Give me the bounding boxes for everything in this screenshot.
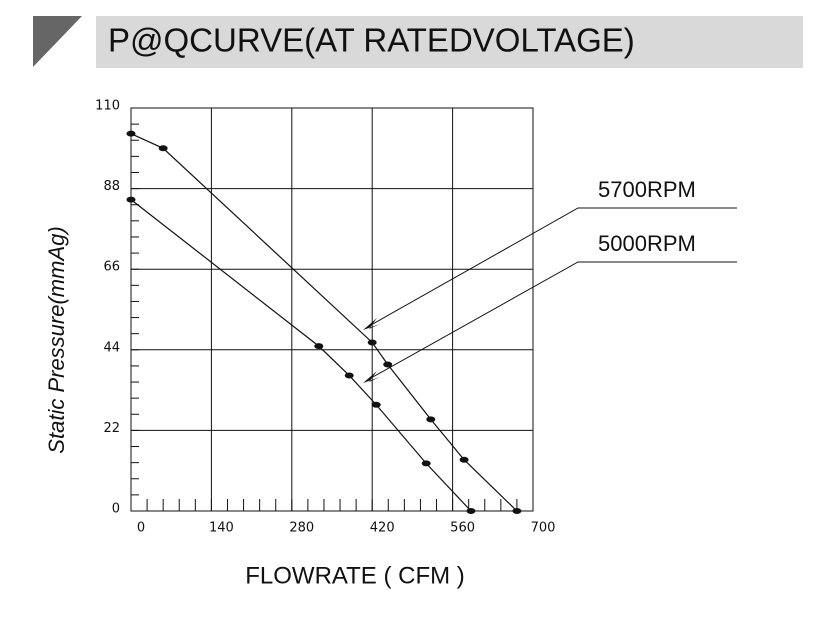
y-axis-label: Static Pressure(mmAg) [44,226,69,453]
data-point [371,401,381,408]
data-point [158,145,168,152]
data-point [344,372,354,379]
data-point [383,361,393,368]
series-line [130,199,472,512]
leader-line [370,261,737,379]
y-tick-label: 66 [103,260,120,275]
y-tick-label: 22 [103,421,120,436]
leader-line [370,207,737,326]
header-bar [96,16,803,68]
x-tick-label: 420 [370,521,395,536]
x-tick-label: 280 [289,521,314,536]
legend-label: 5000RPM [598,231,696,256]
x-tick-label: 140 [209,521,234,536]
data-point [466,508,476,514]
chart-title: P@QCURVE(AT RATEDVOLTAGE) [108,22,635,59]
legend-label: 5700RPM [598,177,696,202]
data-point [126,196,136,203]
x-tick-label: 560 [450,521,475,536]
y-tick-label: 0 [112,502,120,517]
x-axis-label: FLOWRATE ( CFM ) [245,562,465,589]
data-point [459,456,469,463]
x-tick-label: 700 [531,521,556,536]
y-tick-label: 44 [103,340,120,355]
data-point [367,339,377,346]
header-icon [33,16,82,67]
series-line [130,133,518,512]
leader-arrow [363,371,380,383]
plot-frame [130,107,534,512]
y-tick-label: 88 [103,179,120,194]
data-point [421,460,431,467]
leader-arrow [363,318,380,330]
x-tick-label: 0 [137,521,145,536]
data-point [314,343,324,350]
data-point [126,130,136,137]
y-tick-label: 110 [95,99,120,114]
data-point [426,416,436,423]
data-point [512,508,522,514]
